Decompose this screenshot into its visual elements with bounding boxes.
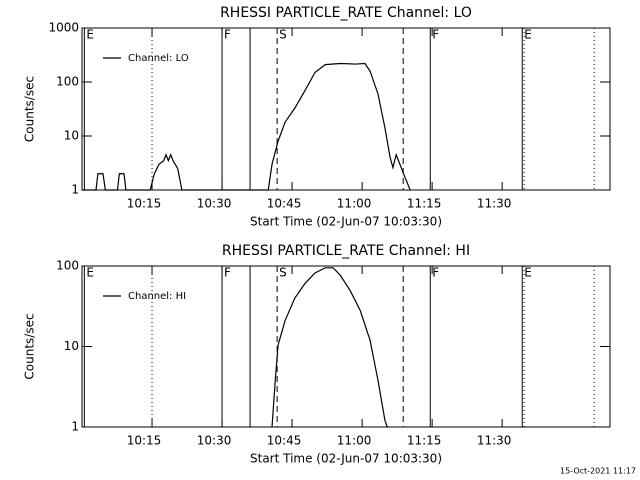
event-marker-label: F [224,266,231,280]
x-tick-label: 10:15 [127,197,162,211]
x-axis-label: Start Time (02-Jun-07 10:03:30) [250,215,442,229]
footer: 15-Oct-2021 11:17 [560,467,636,476]
plot-frame [81,27,611,191]
event-marker-label: E [524,28,532,42]
y-axis-label: Counts/sec [23,76,37,142]
x-tick-label: 11:00 [337,434,372,448]
x-tick-label: 11:30 [477,197,512,211]
x-tick-label: 11:00 [337,197,372,211]
x-tick-label: 10:45 [267,197,302,211]
data-line [271,267,388,428]
y-tick-label: 10 [64,129,79,143]
y-axis-label: Counts/sec [23,313,37,379]
chart-title: RHESSI PARTICLE_RATE Channel: LO [220,5,472,21]
y-tick-label: 1 [71,183,79,197]
event-marker-label: E [86,28,94,42]
y-tick-label: 1000 [48,21,79,35]
event-marker-label: F [224,28,231,42]
data-line [82,62,411,191]
legend-label: Channel: LO [128,53,189,64]
x-tick-label: 11:15 [407,197,442,211]
event-marker-label: F [432,266,439,280]
event-marker-label: E [524,266,532,280]
y-tick-label: 100 [56,259,79,273]
x-tick-label: 10:30 [197,434,232,448]
y-tick-label: 10 [64,339,79,353]
y-tick-label: 100 [56,75,79,89]
x-tick-label: 10:15 [127,434,162,448]
event-marker-label: S [279,28,287,42]
event-marker-label: E [86,266,94,280]
legend-label: Channel: HI [128,291,186,302]
x-tick-label: 10:30 [197,197,232,211]
x-axis-label: Start Time (02-Jun-07 10:03:30) [250,452,442,466]
event-marker-label: S [279,266,287,280]
chart-title: RHESSI PARTICLE_RATE Channel: HI [222,243,470,259]
event-marker-label: F [432,28,439,42]
x-tick-label: 11:15 [407,434,442,448]
x-tick-label: 11:30 [477,434,512,448]
y-tick-label: 1 [71,420,79,434]
x-tick-label: 10:45 [267,434,302,448]
